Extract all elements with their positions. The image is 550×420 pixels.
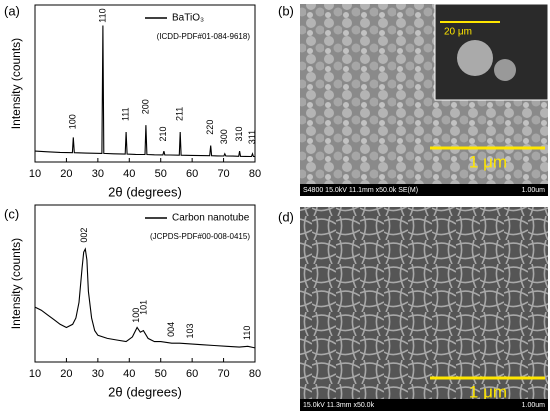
x-tick-label: 30	[92, 168, 104, 180]
peak-label: 100	[131, 308, 141, 323]
peak-label: 220	[205, 120, 215, 135]
y-axis-label: Intensity (counts)	[9, 38, 23, 129]
peak-label: 101	[139, 300, 149, 315]
data-line	[34, 247, 256, 349]
peak-label: 210	[158, 126, 168, 141]
x-tick-label: 30	[92, 368, 104, 380]
x-tick-label: 60	[186, 168, 198, 180]
x-tick-label: 40	[123, 368, 135, 380]
peak-label: 310	[234, 126, 244, 141]
data-line	[34, 25, 255, 158]
x-tick-label: 70	[217, 168, 229, 180]
x-tick-label: 20	[60, 168, 72, 180]
x-tick-label: 10	[29, 168, 41, 180]
scale-label: 1 μm	[469, 152, 507, 171]
peak-label: 110	[242, 326, 252, 340]
scale-label: 1 μm	[469, 382, 507, 401]
peak-label: 002	[79, 228, 89, 243]
x-tick-label: 80	[249, 368, 261, 380]
info-text: 15.0kV 11.3mm x50.0k	[303, 402, 375, 409]
peak-label: 311	[247, 130, 257, 144]
x-tick-label: 60	[186, 368, 198, 380]
legend-label: BaTiO₃	[172, 13, 204, 24]
panel-label: (b)	[278, 3, 294, 18]
panel-label: (d)	[278, 209, 294, 224]
x-axis-label: 2θ (degrees)	[108, 184, 182, 199]
info-bar	[300, 399, 548, 411]
x-tick-label: 40	[123, 168, 135, 180]
x-axis-label: 2θ (degrees)	[108, 384, 182, 399]
peak-label: 200	[140, 99, 150, 114]
peak-label: 300	[219, 129, 229, 144]
panel-label: (a)	[4, 3, 20, 18]
peak-label: 211	[175, 107, 185, 121]
inset-sphere	[457, 40, 493, 76]
plot-frame	[34, 4, 256, 163]
x-tick-label: 20	[60, 368, 72, 380]
info-scale: 1.00um	[522, 187, 546, 194]
reference-note: (JCPDS-PDF#00-008-0415)	[150, 232, 250, 241]
legend-label: Carbon nanotube	[172, 213, 250, 224]
info-scale: 1.00um	[522, 402, 546, 409]
y-axis-label: Intensity (counts)	[9, 238, 23, 329]
x-tick-label: 50	[155, 168, 167, 180]
x-tick-label: 50	[155, 368, 167, 380]
sem-image	[300, 207, 548, 411]
x-tick-label: 70	[217, 368, 229, 380]
peak-label: 100	[68, 114, 78, 129]
plot-frame	[34, 204, 256, 363]
x-tick-label: 80	[249, 168, 261, 180]
inset-sphere	[494, 59, 516, 81]
reference-note: (ICDD-PDF#01-084-9618)	[157, 32, 251, 41]
x-tick-label: 10	[29, 368, 41, 380]
peak-label: 004	[166, 322, 176, 337]
panel-label: (c)	[4, 206, 19, 221]
inset-scale-label: 20 μm	[444, 27, 472, 38]
peak-label: 111	[121, 107, 131, 121]
info-text: S4800 15.0kV 11.1mm x50.0k SE(M)	[303, 187, 418, 194]
peak-label: 103	[185, 323, 195, 338]
info-bar	[300, 184, 548, 196]
peak-label: 110	[97, 8, 107, 22]
